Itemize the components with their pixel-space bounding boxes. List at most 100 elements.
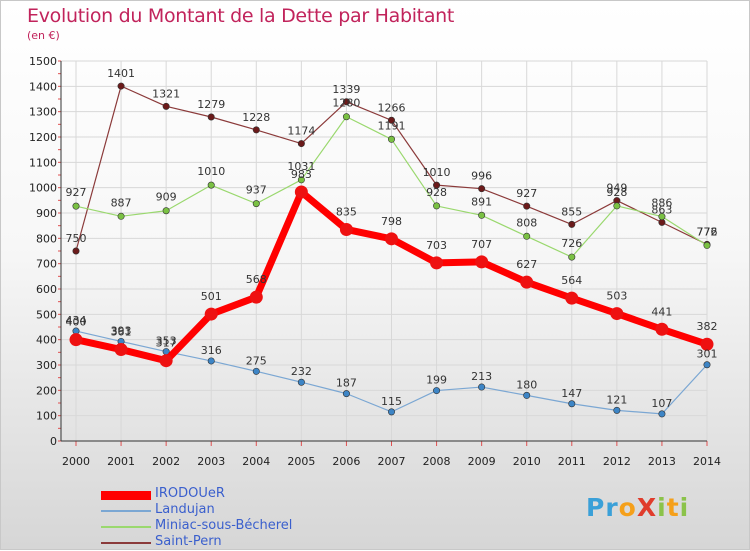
chart-subtitle: (en €) [27,29,60,42]
data-point [204,307,218,321]
x-tick-label: 2012 [603,455,631,468]
data-label: 949 [606,182,627,195]
data-point [700,337,714,351]
y-tick-label: 300 [36,359,57,372]
x-tick-label: 2013 [648,455,676,468]
data-point [478,185,486,193]
data-point [342,98,350,106]
y-tick-label: 1000 [29,182,57,195]
data-label: 863 [651,203,672,216]
y-tick-label: 1200 [29,131,57,144]
data-label: 115 [381,395,402,408]
legend-swatch [101,490,151,500]
y-tick-label: 1100 [29,156,57,169]
data-point [478,383,486,391]
data-point [430,256,444,270]
data-label: 568 [246,273,267,286]
data-label: 887 [111,196,132,209]
proxiti-logo: ProXiti [586,493,689,522]
data-label: 983 [291,168,312,181]
legend-swatch [101,510,151,512]
x-tick-label: 2008 [423,455,451,468]
data-label: 928 [606,186,627,199]
logo-letter: r [605,493,619,522]
logo-letter: X [636,493,658,522]
data-label: 503 [606,290,627,303]
data-point [72,247,80,255]
y-tick-label: 800 [36,232,57,245]
data-label: 232 [291,365,312,378]
x-tick-label: 2005 [287,455,315,468]
data-label: 400 [66,316,87,329]
data-label: 996 [471,170,492,183]
data-label: 1031 [287,160,315,173]
data-label: 891 [471,195,492,208]
data-label: 147 [561,387,582,400]
data-label: 928 [426,186,447,199]
data-point [114,343,128,357]
y-tick-label: 1500 [29,55,57,68]
data-point [117,212,125,220]
data-label: 317 [156,337,177,350]
data-labels: 750 1401 1321 1279 1228 1174 1339 1266 1010 996 92… [66,67,718,410]
data-point [703,361,711,369]
data-point [475,255,489,269]
data-label: 1401 [107,67,135,80]
legend-label: Miniac-sous-Bécherel [155,518,293,533]
x-tick-label: 2011 [558,455,586,468]
data-point [207,357,215,365]
data-point [385,232,398,246]
logo-letter: o [618,493,637,522]
data-label: 835 [336,205,357,218]
data-label: 564 [561,274,582,287]
data-label: 361 [111,326,132,339]
data-label: 776 [697,225,718,238]
data-label: 1228 [242,111,270,124]
x-tick-label: 2009 [468,455,496,468]
y-tick-label: 1300 [29,106,57,119]
x-tick-label: 2014 [693,455,721,468]
data-point [658,213,666,221]
data-label: 1279 [197,98,225,111]
data-point [297,176,305,184]
data-label: 798 [381,215,402,228]
data-label: 703 [426,239,447,252]
data-label: 909 [156,191,177,204]
y-tick-label: 700 [36,258,57,271]
logo-letter: i [679,493,690,522]
data-point [207,113,215,121]
data-point [613,406,621,414]
data-label: 707 [471,238,492,251]
data-point [252,200,260,208]
y-tick-label: 400 [36,334,57,347]
data-label: 772 [697,225,718,238]
data-label: 187 [336,377,357,390]
data-label: 434 [66,314,87,327]
data-point [69,333,83,347]
data-label: 1174 [287,125,315,138]
data-label: 808 [516,216,537,229]
x-tick-label: 2000 [62,455,90,468]
data-label: 1010 [423,166,451,179]
data-label: 726 [561,237,582,250]
data-label: 855 [561,205,582,218]
data-label: 927 [516,187,537,200]
y-tick-label: 200 [36,384,57,397]
x-tick-label: 2003 [197,455,225,468]
data-point [252,367,260,375]
y-tick-label: 0 [50,435,57,448]
logo-letter: P [586,493,606,522]
legend-label: Landujan [155,502,215,517]
x-tick-label: 2002 [152,455,180,468]
data-label: 301 [697,348,718,361]
data-label: 627 [516,258,537,271]
axes: 0 100 200 300 400 500 600 700 800 900 1000 1100 1200… [29,55,721,468]
data-label: 393 [111,324,132,337]
data-point [658,218,666,226]
data-point [249,290,263,304]
data-point [387,408,395,416]
x-tick-label: 2001 [107,455,135,468]
data-label: 382 [697,320,718,333]
data-point [523,391,531,399]
